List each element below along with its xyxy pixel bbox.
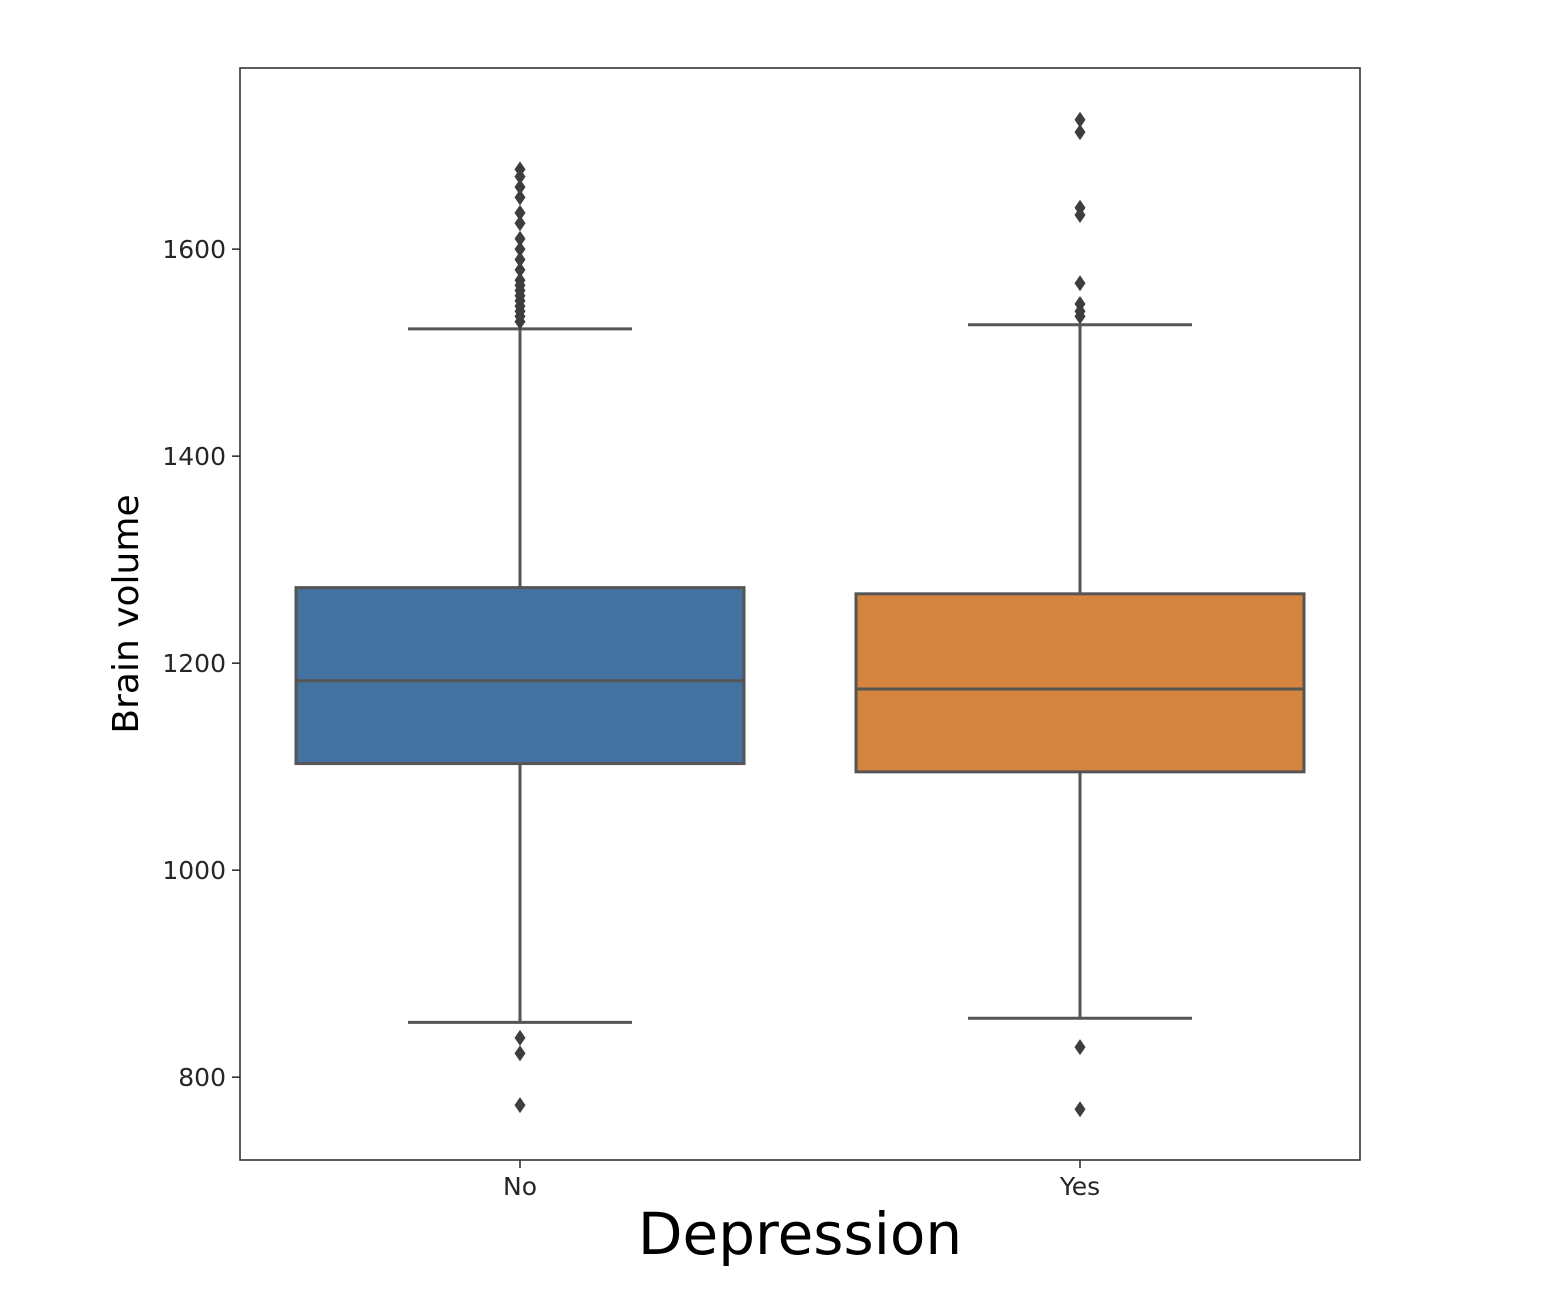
outlier-no-11 [514,241,526,258]
outlier-no-16 [514,179,526,196]
x-axis: No Yes [503,1160,1100,1201]
outlier-no-13 [514,215,526,232]
outlier-yes-2 [1074,295,1086,312]
outlier-yes-5 [1074,199,1086,216]
outlier-no-21 [514,1097,526,1114]
outlier-yes-9 [1074,1101,1086,1118]
y-tick-label-800: 800 [178,1063,226,1092]
y-tick-label-1600: 1600 [162,235,226,264]
outlier-yes-7 [1074,111,1086,128]
box-yes [854,592,1306,774]
x-tick-label-yes: Yes [1059,1172,1100,1201]
outlier-yes-8 [1074,1039,1086,1056]
x-tick-label-no: No [503,1172,537,1201]
x-axis-label: Depression [638,1200,962,1268]
box-group-yes [854,111,1306,1118]
box-no [294,586,746,766]
outlier-no-18 [514,161,526,178]
y-tick-label-1200: 1200 [162,649,226,678]
outlier-no-14 [514,204,526,221]
outlier-no-12 [514,230,526,247]
outlier-yes-6 [1074,124,1086,141]
outlier-no-10 [514,251,526,268]
outlier-no-20 [514,1045,526,1062]
y-axis-label: Brain volume [106,494,147,733]
outlier-yes-3 [1074,275,1086,292]
outlier-no-9 [514,261,526,278]
outlier-no-15 [514,189,526,206]
box-series [294,111,1306,1118]
y-axis: 800 1000 1200 1400 1600 [162,235,240,1092]
outlier-no-8 [514,272,526,289]
y-tick-label-1400: 1400 [162,442,226,471]
y-tick-label-1000: 1000 [162,856,226,885]
outlier-no-19 [514,1029,526,1046]
box-group-no [294,161,746,1114]
